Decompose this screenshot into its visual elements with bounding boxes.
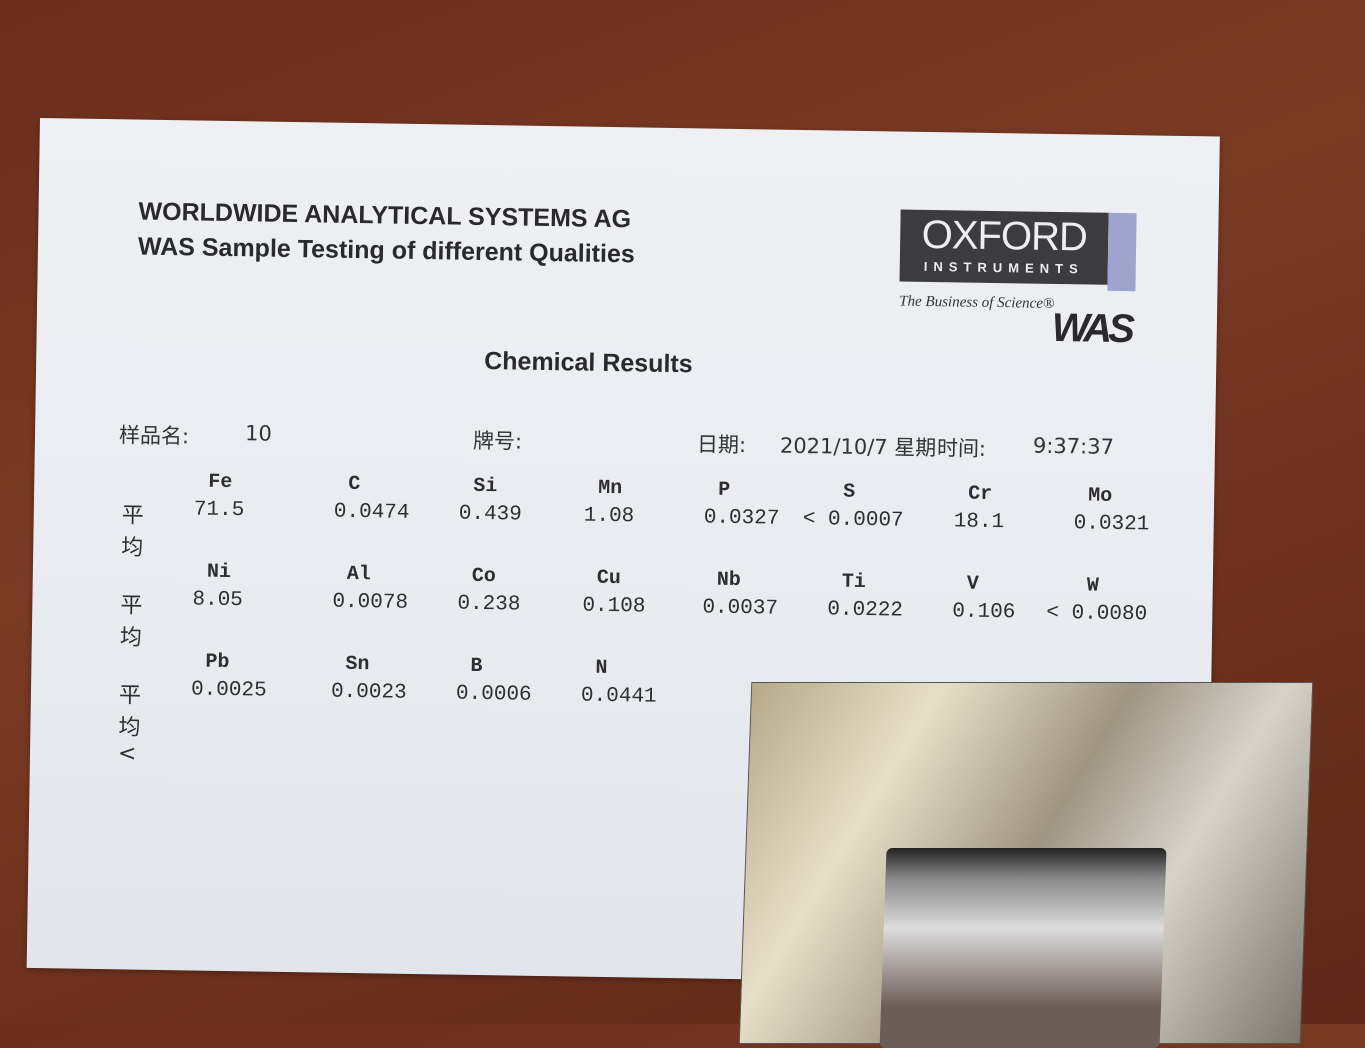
element-cell: Pb 0.0025 [191,650,322,703]
element-symbol: Cr [968,482,993,507]
element-symbol: Ni [206,560,232,585]
element-symbol: P [718,478,731,502]
element-symbol: Pb [205,650,230,675]
sample-value: 10 [244,421,272,446]
element-symbol: B [470,654,483,679]
element-symbol: Si [473,474,498,499]
element-cell: C 0.0474 [334,473,464,525]
element-symbol: Ti [841,570,867,595]
report-subtitle: WAS Sample Testing of different Qualitie… [137,232,635,269]
element-cell: Cr 18.1 [954,482,1084,535]
average-label: 平均 [119,593,143,651]
element-cell: N 0.0441 [581,657,712,709]
element-symbol: Al [346,562,372,587]
element-value: < 0.0007 [802,508,904,533]
time-label: 时间: [936,436,987,461]
element-cell: Mo 0.0321 [1074,484,1204,537]
element-symbol: Co [471,564,497,589]
element-value: 0.0025 [190,678,267,703]
element-symbol: W [1086,574,1099,598]
element-value: 0.0321 [1073,512,1150,537]
average-label: 平均< [117,683,142,767]
element-value: 0.108 [582,594,646,619]
logo-brand: OXFORD [921,212,1088,260]
date-label: 日期: [696,432,747,458]
element-cell: B 0.0006 [456,655,587,707]
element-cell: Sn 0.0023 [331,653,462,705]
element-value: 0.106 [952,600,1016,625]
element-value: 0.439 [458,502,523,527]
element-value: < 0.0080 [1046,601,1148,627]
element-symbol: Sn [345,652,370,677]
element-symbol: Fe [208,470,233,495]
element-symbol: N [595,656,608,680]
element-cell: S < 0.0007 [803,480,959,533]
element-value: 8.05 [192,588,244,613]
time-value: 9:37:37 [1032,433,1115,459]
element-symbol: C [348,472,361,497]
element-value: 18.1 [953,510,1005,535]
element-value: 0.0222 [827,598,904,623]
element-value: 0.0474 [333,500,410,525]
element-value: 0.238 [457,592,521,617]
oxford-instruments-logo: OXFORD INSTRUMENTS [899,209,1109,285]
element-cell: Mn 1.08 [584,477,714,529]
company-name: WORLDWIDE ANALYTICAL SYSTEMS AG [138,197,632,234]
element-cell: Co 0.238 [457,565,588,617]
element-cell: Fe 71.5 [194,470,324,523]
element-cell: Nb 0.0037 [702,568,833,621]
element-cell: Si 0.439 [459,475,589,527]
element-symbol: Cu [596,566,622,591]
element-value: 71.5 [193,498,245,523]
metal-sample [738,682,1314,1048]
element-value: 0.0327 [703,506,780,531]
element-value: 0.0441 [580,684,657,709]
element-cell: Cu 0.108 [582,567,713,619]
element-cell: Al 0.0078 [332,563,463,615]
element-cell: Ni 8.05 [192,560,323,613]
element-value: 0.0023 [330,680,407,705]
element-cell: Ti 0.0222 [827,570,958,623]
element-symbol: Nb [716,568,742,593]
element-symbol: Mn [598,476,623,501]
element-value: 0.0006 [455,682,532,707]
date-value: 2021/10/7 星期 [779,433,937,461]
element-symbol: Mo [1088,484,1113,508]
element-cell: V 0.106 [952,572,1083,625]
logo-tagline: The Business of Science® [899,293,1055,312]
element-cell: P 0.0327 [704,478,834,531]
logo-sub: INSTRUMENTS [923,258,1084,277]
metal-handle [879,848,1167,1048]
element-value: 0.0078 [332,590,409,615]
report-title: Chemical Results [484,347,693,379]
average-label: 平均 [121,503,144,561]
element-value: 1.08 [583,504,635,529]
element-cell: W < 0.0080 [1046,574,1203,627]
element-symbol: S [843,480,856,504]
element-symbol: V [966,572,979,596]
was-logo: WAS [1051,305,1132,352]
grade-label: 牌号: [472,428,523,454]
element-value: 0.0037 [702,596,779,621]
logo-accent-bar [1107,212,1137,292]
sample-label: 样品名: [118,423,190,449]
